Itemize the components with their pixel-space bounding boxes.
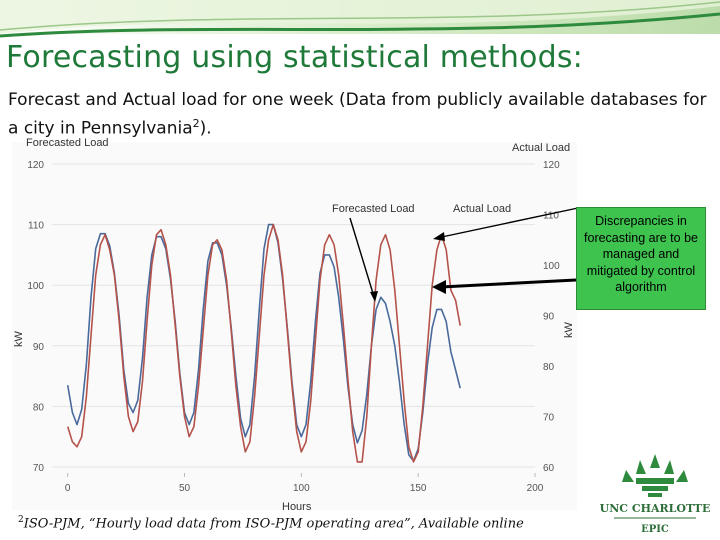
- footnote-superscript: 2: [18, 515, 24, 525]
- y-right-tick-label: 70: [543, 413, 555, 424]
- left-axis-title: Forecasted Load: [26, 137, 109, 149]
- x-tick-label: 150: [410, 483, 427, 494]
- logo-wordmark: UNC CHARLOTTE: [600, 502, 711, 515]
- y-right-tick-label: 100: [543, 261, 560, 272]
- y-right-tick-label: 110: [543, 211, 559, 222]
- y-right-tick-label: 90: [543, 312, 555, 323]
- y-left-tick-label: 90: [33, 342, 45, 353]
- callout-arrow-lower: [440, 278, 577, 289]
- chart-ticks: 70 80 90 100 110 120 60 70 80 90 100 110 120 0 50 100 15…: [27, 160, 560, 494]
- x-tick-label: 200: [527, 483, 544, 494]
- callout-arrow-upper: [436, 207, 579, 239]
- annotation-forecasted-label: Forecasted Load: [332, 203, 415, 215]
- crown-icon: [622, 454, 688, 497]
- callout-arrow-lower-head: [432, 280, 446, 294]
- left-y-axis-title: kW: [13, 331, 25, 348]
- y-left-tick-label: 100: [27, 281, 44, 292]
- subtitle-text: Forecast and Actual load for one week (D…: [8, 90, 707, 139]
- footnote: 2ISO-PJM, “Hourly load data from ISO-PJM…: [18, 515, 578, 531]
- y-right-tick-label: 80: [543, 362, 555, 373]
- subtitle-superscript: 2: [192, 117, 200, 130]
- right-y-axis-title: kW: [563, 322, 575, 339]
- load-chart: 70 80 90 100 110 120 60 70 80 90 100 110 120 0 50 100 15…: [12, 137, 577, 512]
- chart-lines: [66, 223, 461, 463]
- x-tick-label: 0: [65, 483, 71, 494]
- y-left-tick-label: 70: [33, 463, 45, 474]
- annotation-actual-label: Actual Load: [453, 203, 511, 215]
- discrepancy-callout: Discrepancies in forecasting are to be m…: [576, 207, 706, 310]
- chart-background: [12, 142, 577, 510]
- slide-title: Forecasting using statistical methods:: [6, 40, 583, 75]
- right-axis-title: Actual Load: [512, 142, 570, 154]
- y-right-tick-label: 120: [543, 160, 560, 171]
- subtitle-end: ).: [199, 118, 212, 139]
- logo-subtext: EPIC: [641, 524, 669, 535]
- y-left-tick-label: 120: [27, 160, 44, 171]
- slide-subtitle: Forecast and Actual load for one week (D…: [8, 89, 708, 141]
- annotation-forecasted-pointer: [349, 217, 376, 301]
- callout-arrow-upper-head: [433, 232, 445, 241]
- y-left-tick-label: 80: [33, 402, 45, 413]
- annotation-forecasted-arrowhead: [370, 291, 378, 302]
- unc-charlotte-logo: UNC CHARLOTTE EPIC: [600, 454, 711, 535]
- footnote-text: ISO-PJM, “Hourly load data from ISO-PJM …: [23, 516, 524, 532]
- series-line-forecasted-load: [66, 223, 461, 462]
- y-right-tick-label: 60: [543, 463, 555, 474]
- series-line-actual-load: [66, 223, 461, 463]
- y-left-tick-label: 110: [28, 221, 44, 232]
- x-tick-label: 50: [179, 483, 191, 494]
- x-axis-title: Hours: [282, 501, 312, 512]
- top-banner: [0, 0, 720, 38]
- x-tick-label: 100: [293, 483, 310, 494]
